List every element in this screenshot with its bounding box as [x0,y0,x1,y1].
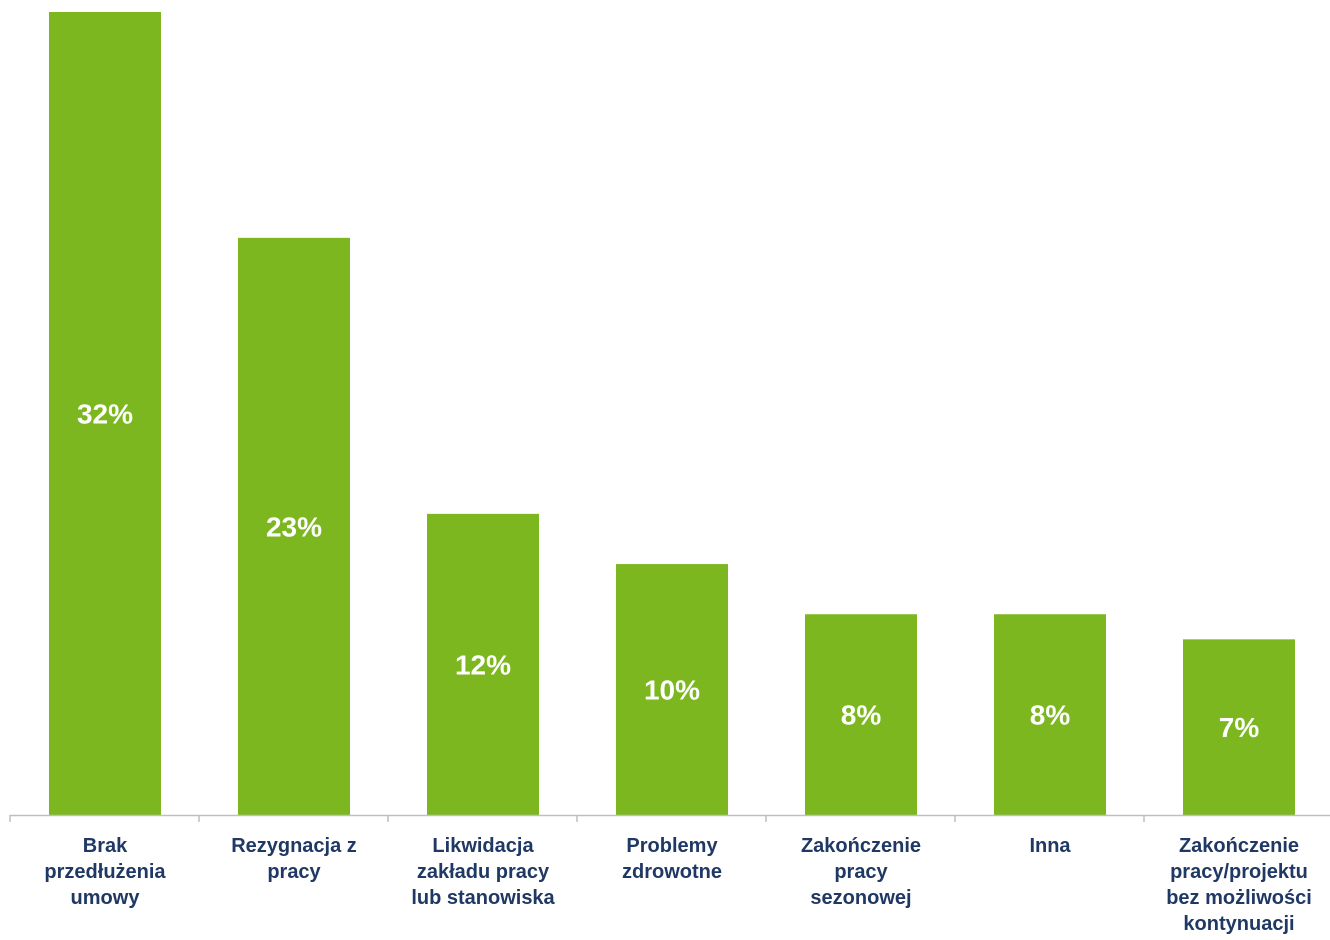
category-label: Likwidacja zakładu pracy lub stanowiska [411,835,555,909]
category-label-line: Rezygnacja z [231,835,357,857]
category-label-line: sezonowej [810,887,911,909]
category-label-line: zdrowotne [622,861,722,883]
bar-value-label: 8% [1030,700,1071,731]
category-label: Zakończenie pracy sezonowej [801,835,921,909]
category-label-line: bez możliwości [1166,887,1312,909]
bar-value-label: 12% [455,649,511,680]
category-label-line: pracy [834,861,888,883]
category-label-line: Likwidacja [432,835,534,857]
value-labels-group: 32% 23% 12% 10% 8% 8% 7% [77,399,1259,744]
category-label: Zakończenie pracy/projektu bez możliwości k… [1166,835,1312,935]
bar [805,614,917,815]
category-label-line: Inna [1029,835,1071,857]
bar [616,564,728,815]
category-label-line: zakładu pracy [417,861,550,883]
category-label-line: lub stanowiska [411,887,555,909]
bar-value-label: 23% [266,511,322,542]
category-label-line: pracy/projektu [1170,861,1308,883]
category-label-line: umowy [71,887,141,909]
category-label-line: Problemy [626,835,718,857]
bar [1183,639,1295,815]
category-label: Problemy zdrowotne [622,835,722,883]
bar [49,12,161,815]
bar [427,513,539,815]
bar-value-label: 10% [644,675,700,706]
bars-group [49,12,1295,815]
bar-value-label: 8% [841,700,882,731]
bar [238,237,350,815]
category-label: Brak przedłużenia umowy [44,835,166,909]
category-label-line: kontynuacji [1183,913,1294,935]
category-labels-group: Brak przedłużenia umowy Rezygnacja z pracy Li… [44,835,1311,935]
category-label: Inna [1029,835,1071,857]
bar-value-label: 7% [1219,712,1260,743]
bar-value-label: 32% [77,399,133,430]
category-label-line: Brak [83,835,128,857]
category-label-line: Zakończenie [1179,835,1299,857]
category-label-line: pracy [267,861,321,883]
x-axis [9,814,1330,822]
category-label-line: przedłużenia [44,861,166,883]
category-label: Rezygnacja z pracy [231,835,357,883]
bar [994,614,1106,815]
category-label-line: Zakończenie [801,835,921,857]
